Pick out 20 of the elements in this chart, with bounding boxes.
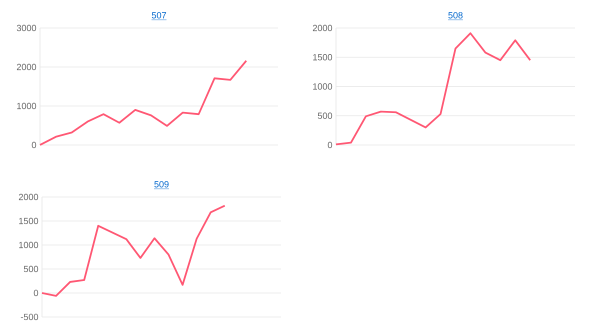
- line-series: [39, 60, 248, 146]
- y-tick-label: 2000: [18, 194, 38, 200]
- y-tick-label: 1500: [313, 54, 332, 60]
- y-tick-label: -500: [20, 314, 38, 320]
- y-tick-label: 1000: [17, 102, 36, 110]
- y-tick-label: 3000: [16, 24, 36, 32]
- y-tick-label: 1000: [313, 83, 332, 90]
- y-tick-label: 2000: [16, 64, 36, 70]
- y-tick-label: 0: [32, 142, 36, 148]
- chart-title: 508: [448, 12, 463, 18]
- chart-title: 507: [152, 12, 166, 18]
- y-tick-label: 1500: [19, 218, 38, 224]
- y-tick-label: 500: [318, 112, 332, 119]
- y-tick-label: 0: [34, 290, 38, 296]
- y-tick-label: 2000: [312, 24, 332, 32]
- y-tick-label: 0: [328, 142, 332, 148]
- chart-title: 509: [154, 181, 169, 188]
- y-tick-label: 500: [24, 266, 38, 272]
- y-tick-label: 1000: [19, 242, 38, 248]
- line-series: [335, 32, 532, 146]
